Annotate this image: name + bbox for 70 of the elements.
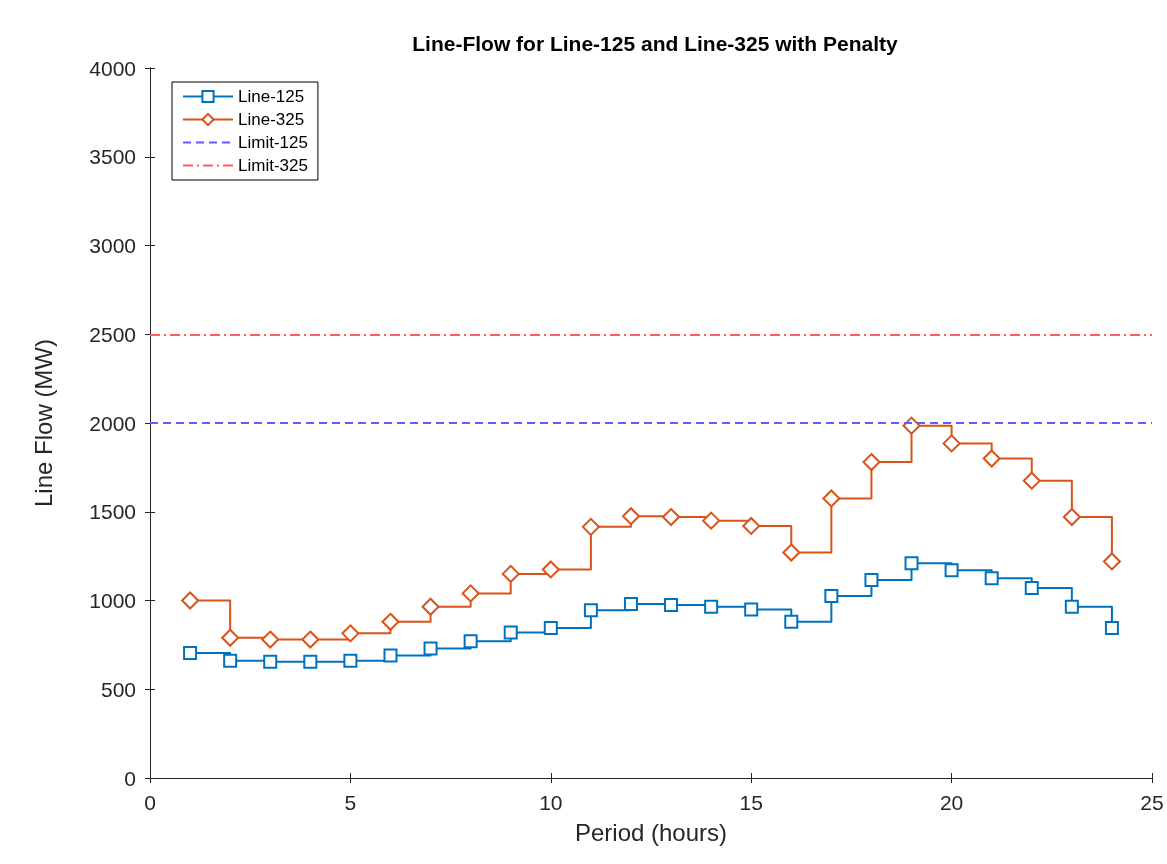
point (1024, 581, 1039, 596)
y-tick-label: 2000 (89, 411, 136, 435)
y-tick-label: 3000 (89, 234, 136, 257)
y-tick-label: 1000 (89, 589, 136, 612)
point (982, 449, 1001, 468)
point (181, 591, 200, 610)
point (341, 624, 360, 643)
point (343, 653, 358, 668)
point (623, 597, 638, 612)
y-tick-label: 500 (100, 677, 136, 701)
point (784, 614, 799, 629)
point (303, 654, 318, 669)
y-tick-label: 1500 (89, 500, 136, 524)
point (383, 648, 398, 663)
point (1102, 552, 1121, 571)
x-tick-label: 10 (539, 791, 563, 814)
point (223, 653, 238, 668)
x-tick-label: 0 (144, 791, 156, 814)
x-tick-label: 5 (344, 791, 357, 814)
point (1022, 471, 1041, 490)
y-tick-label: 2500 (89, 322, 136, 346)
x-tick-label: 20 (939, 791, 964, 814)
legend-label: Limit-325 (238, 156, 308, 175)
point (583, 603, 598, 618)
point (782, 543, 801, 562)
point (862, 453, 881, 472)
point (902, 416, 921, 435)
point (702, 511, 721, 530)
point (1062, 508, 1081, 527)
point (381, 612, 400, 631)
x-axis-title: Period (hours) (574, 818, 728, 846)
legend-label: Limit-125 (238, 133, 308, 152)
point (183, 646, 198, 661)
point (1104, 621, 1119, 636)
y-tick-label: 3500 (89, 145, 136, 169)
point (742, 516, 761, 535)
point (824, 589, 839, 604)
y-axis-title: Line Flow (MW) (29, 338, 57, 508)
point (543, 621, 558, 636)
point (503, 625, 518, 640)
point (423, 641, 438, 656)
point (581, 517, 600, 536)
x-tick-label: 15 (739, 791, 763, 814)
point (904, 556, 919, 571)
point (263, 654, 278, 669)
point (944, 563, 959, 578)
point (664, 597, 679, 612)
chart-title: Line-Flow for Line-125 and Line-325 with Penalty (412, 32, 899, 55)
point (621, 507, 640, 526)
point (1064, 599, 1079, 614)
point (744, 602, 759, 617)
point (662, 508, 681, 527)
point (942, 434, 961, 453)
point (461, 584, 480, 603)
point (221, 628, 240, 647)
x-tick-label: 25 (1140, 791, 1164, 814)
point (704, 599, 719, 614)
legend-label: Line-125 (238, 87, 305, 106)
point (463, 634, 478, 649)
point (541, 560, 560, 579)
y-tick-label: 4000 (89, 56, 136, 80)
point (822, 489, 841, 508)
point (501, 564, 520, 583)
point (301, 630, 320, 649)
point (261, 630, 280, 649)
y-tick-label: 0 (124, 766, 136, 790)
point (421, 597, 440, 616)
point (864, 573, 879, 588)
point (984, 571, 999, 586)
legend-label: Line-325 (238, 110, 305, 129)
